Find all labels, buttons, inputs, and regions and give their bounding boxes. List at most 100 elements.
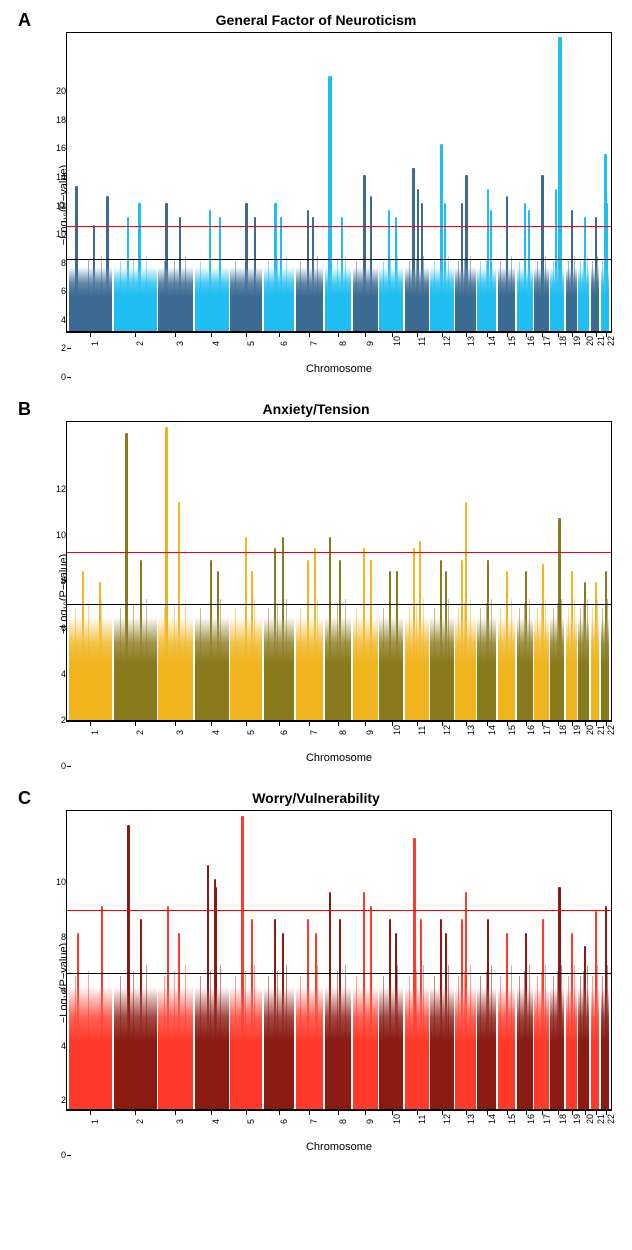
chr-noise bbox=[390, 259, 391, 331]
x-tick-label: 12 bbox=[442, 336, 452, 346]
peak bbox=[140, 919, 142, 1109]
chr-noise bbox=[185, 599, 186, 720]
y-tick: 8 bbox=[36, 258, 66, 268]
y-tick: 6 bbox=[36, 286, 66, 296]
x-tick-mark bbox=[309, 333, 310, 337]
peak bbox=[606, 203, 608, 331]
peak bbox=[207, 865, 209, 1109]
x-tick-label: 14 bbox=[487, 725, 497, 735]
x-tick-label: 12 bbox=[442, 1114, 452, 1124]
x-tick-label: 18 bbox=[558, 336, 568, 346]
peak bbox=[571, 933, 573, 1109]
x-tick-label: 16 bbox=[526, 1114, 536, 1124]
peak bbox=[363, 892, 365, 1109]
chr-noise bbox=[592, 261, 593, 331]
peak bbox=[389, 919, 391, 1109]
peak bbox=[584, 946, 586, 1109]
x-tick-mark bbox=[175, 333, 176, 337]
chr-noise bbox=[537, 261, 538, 331]
peak bbox=[528, 210, 530, 331]
x-tick-label: 1 bbox=[90, 730, 100, 735]
x-axis: 12345678910111213141516171819202122Chrom… bbox=[66, 721, 612, 766]
x-tick-label: 22 bbox=[606, 336, 616, 346]
panel-title: Anxiety/Tension bbox=[10, 399, 622, 417]
chr-noise bbox=[337, 259, 338, 331]
chr-noise bbox=[300, 976, 301, 1109]
x-tick-label: 13 bbox=[466, 1114, 476, 1124]
peak bbox=[76, 210, 78, 331]
chr-noise bbox=[511, 599, 512, 720]
x-tick-label: 10 bbox=[392, 336, 402, 346]
peak bbox=[251, 571, 253, 720]
x-tick-label: 15 bbox=[507, 1114, 517, 1124]
y-tick: 14 bbox=[36, 172, 66, 182]
chr-noise bbox=[553, 261, 554, 331]
y-tick: 10 bbox=[36, 530, 66, 540]
peak bbox=[217, 571, 219, 720]
peak bbox=[274, 548, 276, 720]
y-tick: 8 bbox=[36, 932, 66, 942]
y-tick: 2 bbox=[36, 343, 66, 353]
chr-noise bbox=[529, 599, 530, 720]
significance-line bbox=[67, 226, 611, 227]
x-tick-label: 17 bbox=[542, 725, 552, 735]
y-tick: 10 bbox=[36, 877, 66, 887]
x-tick-label: 8 bbox=[338, 1119, 348, 1124]
peak bbox=[274, 203, 277, 331]
x-tick-mark bbox=[309, 1111, 310, 1115]
x-tick-label: 12 bbox=[442, 725, 452, 735]
y-ticks: 0246810 bbox=[28, 810, 68, 1155]
peak bbox=[341, 217, 343, 331]
x-tick-label: 9 bbox=[365, 341, 375, 346]
x-tick-label: 11 bbox=[417, 726, 427, 735]
x-tick-mark bbox=[175, 1111, 176, 1115]
chr-noise bbox=[245, 971, 246, 1109]
chr-noise bbox=[511, 256, 512, 331]
chr-noise bbox=[383, 976, 384, 1109]
x-tick-label: 10 bbox=[392, 1114, 402, 1124]
peak bbox=[254, 217, 256, 331]
peak bbox=[210, 560, 212, 720]
figure-page: AGeneral Factor of Neuroticism−Log₁₀(P−v… bbox=[0, 0, 632, 1250]
chr-noise bbox=[345, 965, 346, 1109]
peak bbox=[274, 919, 276, 1109]
x-tick-label: 19 bbox=[572, 725, 582, 735]
chr-noise bbox=[580, 261, 581, 331]
panel-c: CWorry/Vulnerability−Log₁₀(P−value)02468… bbox=[10, 788, 622, 1155]
chr-noise bbox=[537, 608, 538, 720]
peak bbox=[595, 217, 597, 331]
chr-noise bbox=[602, 261, 603, 331]
manhattan-plot bbox=[66, 421, 612, 721]
x-tick-label: 3 bbox=[175, 730, 185, 735]
chr-noise bbox=[146, 599, 147, 720]
peak bbox=[595, 582, 597, 720]
y-tick: 0 bbox=[36, 372, 66, 382]
x-tick-label: 13 bbox=[466, 336, 476, 346]
chr-noise bbox=[574, 256, 575, 331]
chr-noise bbox=[409, 976, 410, 1109]
y-tick: 12 bbox=[36, 484, 66, 494]
chr-noise bbox=[568, 608, 569, 720]
y-tick: 2 bbox=[36, 1095, 66, 1105]
peak bbox=[525, 571, 527, 720]
panel-title: General Factor of Neuroticism bbox=[10, 10, 622, 28]
peak bbox=[396, 571, 398, 720]
chr-noise bbox=[511, 965, 512, 1109]
y-ticks: 02468101214161820 bbox=[28, 32, 68, 377]
suggestive-line bbox=[67, 604, 611, 605]
x-tick-label: 2 bbox=[135, 341, 145, 346]
peak bbox=[219, 217, 221, 331]
x-tick-label: 3 bbox=[175, 341, 185, 346]
y-tick: 18 bbox=[36, 115, 66, 125]
peak bbox=[99, 582, 101, 720]
peak bbox=[215, 887, 217, 1109]
x-tick-label: 22 bbox=[606, 1114, 616, 1124]
y-tick: 20 bbox=[36, 86, 66, 96]
x-tick-mark bbox=[211, 722, 212, 726]
peak bbox=[414, 879, 416, 1109]
chr-noise bbox=[337, 971, 338, 1109]
x-tick-mark bbox=[90, 1111, 91, 1115]
chr-noise bbox=[423, 599, 424, 720]
chr-noise bbox=[574, 965, 575, 1109]
peak bbox=[465, 175, 468, 331]
